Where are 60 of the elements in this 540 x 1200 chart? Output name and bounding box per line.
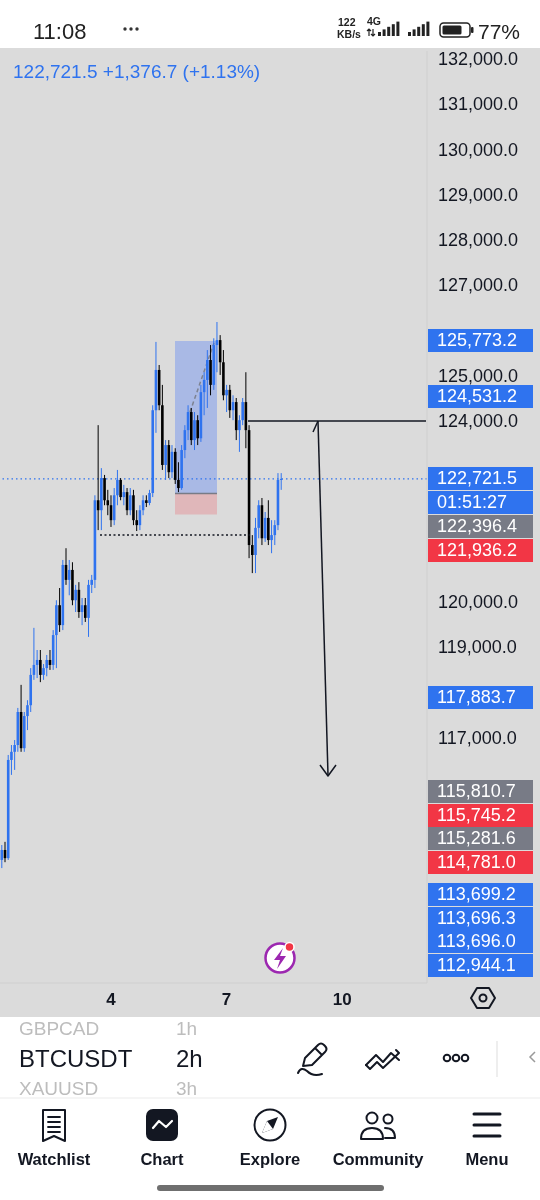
- candlestick: [193, 411, 196, 451]
- y-tick-label: 129,000.0: [438, 184, 519, 205]
- text: 121,936.2: [428, 538, 533, 562]
- text: 115,745.2: [428, 803, 533, 827]
- candlestick: [225, 384, 228, 413]
- candlestick: [39, 649, 42, 683]
- text: 01:51:27: [428, 491, 533, 515]
- candlestick: [83, 597, 87, 623]
- text: 4G: [367, 15, 382, 27]
- text: 77%: [478, 19, 521, 43]
- candlestick: [119, 477, 122, 501]
- candlestick: [164, 439, 167, 481]
- text: 117,883.7: [428, 686, 533, 710]
- candlestick: [267, 499, 270, 546]
- text: 113,696.0: [428, 930, 533, 954]
- candlestick: [74, 584, 77, 613]
- text: 124,531.2: [428, 384, 533, 408]
- y-tick-label: 127,000.0: [438, 275, 519, 296]
- y-tick-label: 120,000.0: [438, 592, 519, 613]
- text: 122,721.5 +1,376.7 (+1.13%): [13, 61, 261, 83]
- ref-line-label: 122,721.5: [428, 467, 533, 491]
- text: 1h: [176, 1017, 198, 1039]
- y-tick-label: 132,000.0: [438, 49, 519, 70]
- x-tick-label: 7: [221, 989, 232, 1009]
- text: BTCUSDT: [19, 1044, 133, 1072]
- text: 115,810.7: [428, 780, 533, 804]
- text: XAUUSD: [19, 1077, 99, 1099]
- text: 11:08: [33, 18, 87, 44]
- candlestick: [128, 487, 132, 516]
- text: 115,281.6: [428, 827, 533, 851]
- candlestick: [67, 559, 71, 596]
- text: KB/s: [337, 28, 362, 40]
- text: 113,699.2: [428, 883, 533, 907]
- y-tick-label: 130,000.0: [438, 139, 519, 160]
- text: 113,696.3: [428, 906, 533, 930]
- text: Menu: [465, 1150, 509, 1168]
- candlestick: [270, 519, 273, 554]
- text: 122: [338, 16, 356, 28]
- text: 3h: [176, 1077, 198, 1099]
- text: Chart: [140, 1150, 185, 1168]
- text: Watchlist: [17, 1150, 91, 1168]
- x-tick-label: 4: [106, 989, 117, 1009]
- y-tick-label: 125,000.0: [438, 365, 519, 386]
- y-tick-label: 128,000.0: [438, 230, 519, 251]
- text: 112,944.1: [428, 953, 533, 977]
- text: Community: [332, 1150, 425, 1168]
- text: Explore: [239, 1150, 301, 1168]
- y-tick-label: 124,000.0: [438, 411, 519, 432]
- text: 114,781.0: [428, 850, 533, 874]
- text: 125,773.2: [428, 329, 533, 353]
- y-tick-label: 131,000.0: [438, 94, 519, 115]
- text: GBPCAD: [19, 1017, 100, 1039]
- candlestick: [45, 654, 49, 677]
- candlestick: [196, 414, 199, 446]
- x-tick-label: 10: [332, 989, 352, 1009]
- y-tick-label: 119,000.0: [438, 637, 517, 658]
- text: 2h: [176, 1044, 203, 1072]
- candlestick: [58, 587, 61, 633]
- text: 122,396.4: [428, 514, 533, 538]
- y-tick-label: 117,000.0: [438, 727, 517, 748]
